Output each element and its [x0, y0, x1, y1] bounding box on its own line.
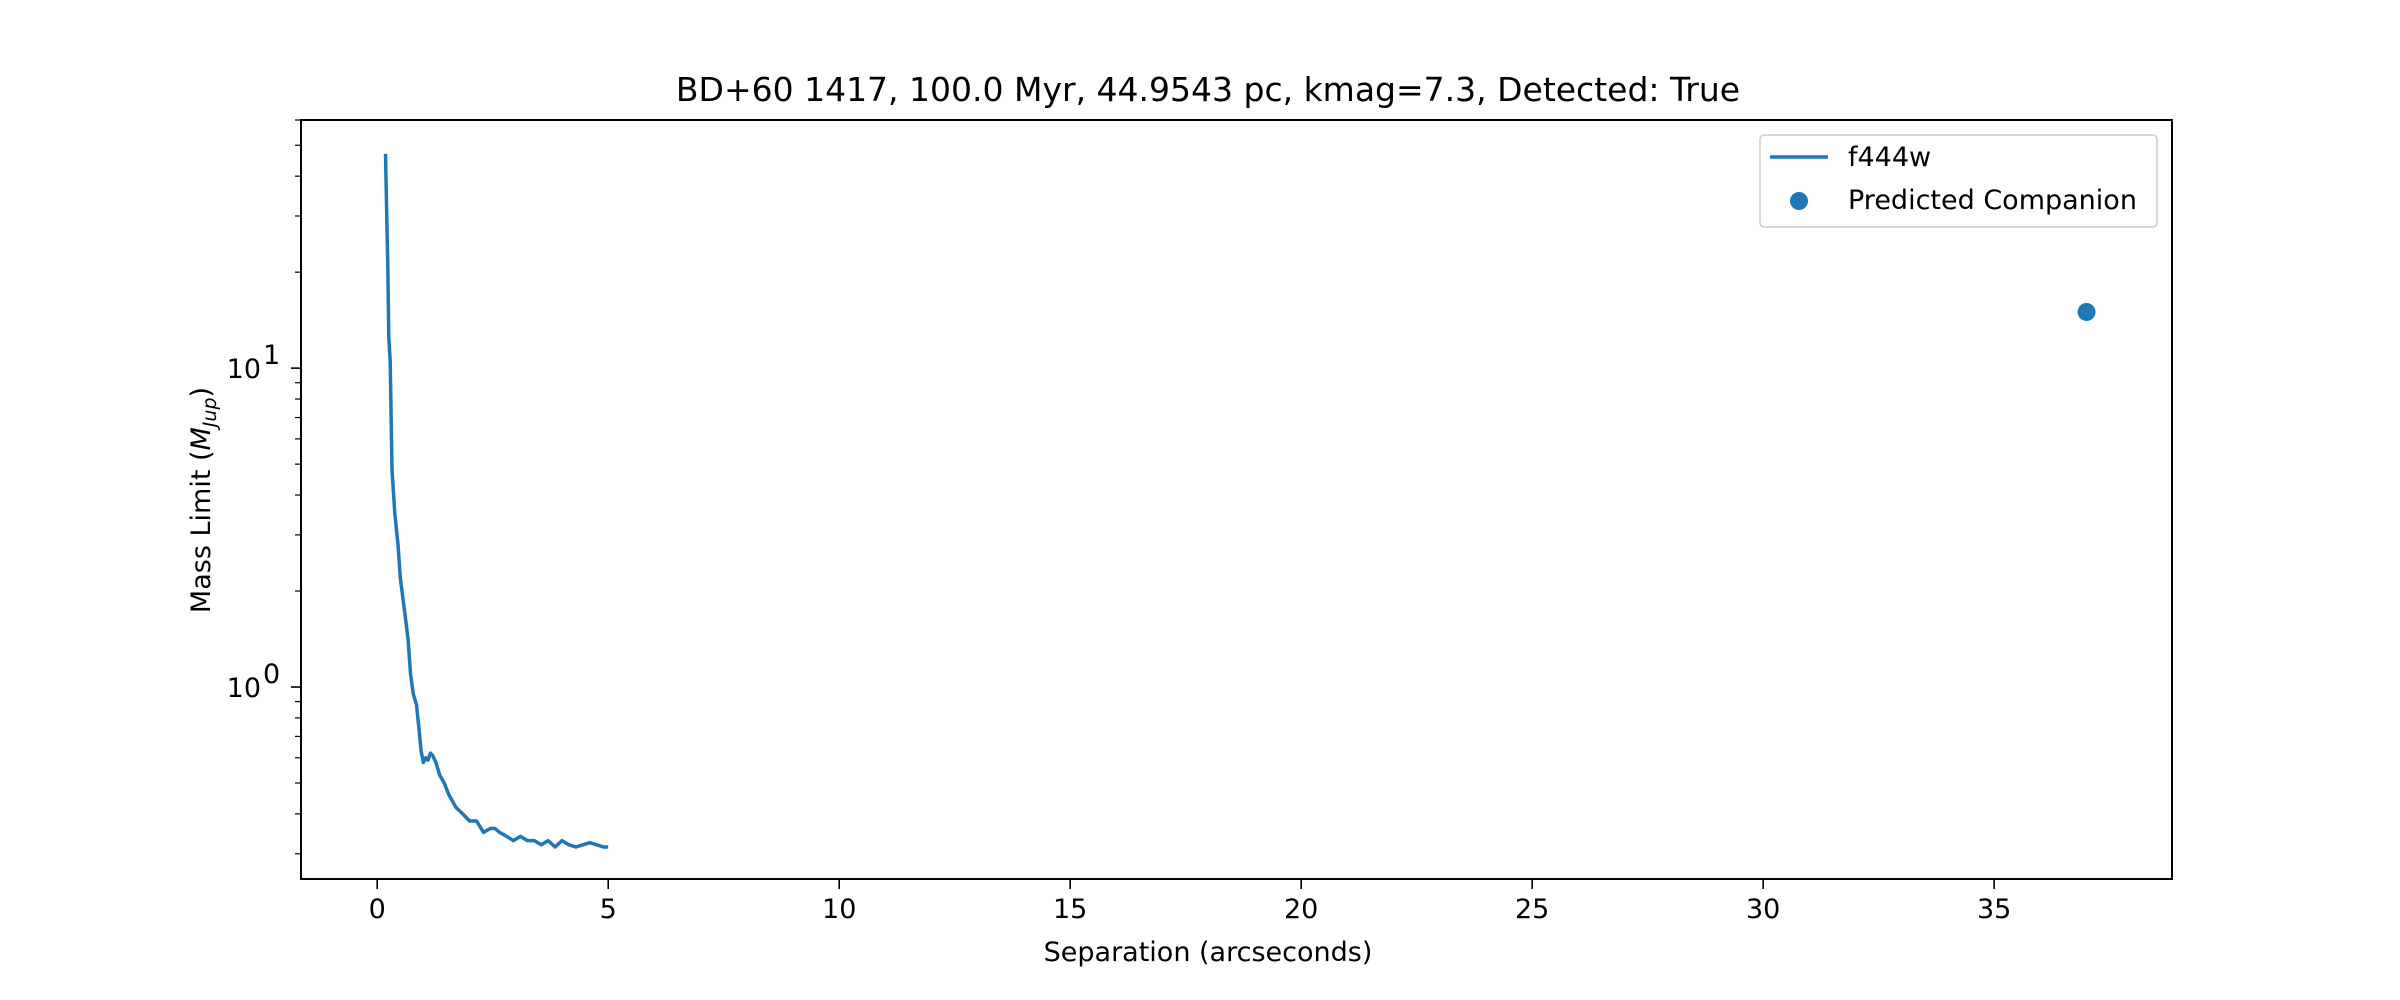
y-tick-exponent: 0: [263, 659, 280, 690]
x-tick-label: 10: [822, 894, 856, 925]
y-tick-exponent: 1: [263, 340, 280, 371]
y-axis-label-math: M: [186, 427, 217, 450]
legend: f444w Predicted Companion: [1759, 134, 2158, 228]
x-axis-label: Separation (arcseconds): [1044, 937, 1373, 968]
x-tick-label: 5: [600, 894, 617, 925]
y-tick-label: 10: [227, 673, 261, 704]
chart-title: BD+60 1417, 100.0 Myr, 44.9543 pc, kmag=…: [676, 70, 1740, 109]
x-tick-label: 20: [1284, 894, 1318, 925]
x-tick-label: 30: [1746, 894, 1780, 925]
plot-area: [383, 153, 2096, 849]
y-axis-label-close: ): [186, 387, 217, 398]
legend-dot-swatch: [1790, 192, 1808, 210]
x-axis: 0 5 10 15 20 25 30 35: [369, 879, 2011, 925]
y-axis-label-main: Mass Limit (: [186, 450, 217, 613]
y-axis-label-sub: Jup: [199, 397, 221, 431]
y-axis-label: Mass Limit (MJup): [186, 387, 221, 613]
x-tick-label: 15: [1053, 894, 1087, 925]
y-tick-label: 10: [227, 354, 261, 385]
x-tick-label: 25: [1515, 894, 1549, 925]
x-tick-label: 35: [1977, 894, 2011, 925]
legend-label-f444w: f444w: [1848, 142, 1931, 173]
legend-label-predicted-companion: Predicted Companion: [1848, 185, 2137, 216]
legend-frame: [1759, 134, 2158, 228]
predicted-companion-point: [2077, 302, 2096, 321]
series-line-f444w: [383, 153, 609, 849]
plot-frame: [300, 119, 2173, 880]
x-tick-label: 0: [369, 894, 386, 925]
